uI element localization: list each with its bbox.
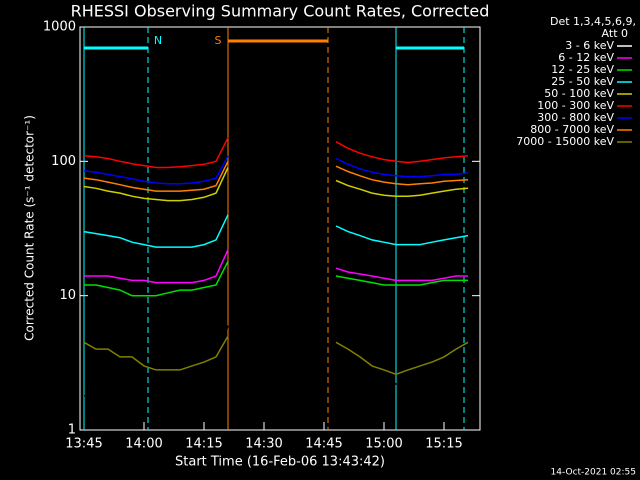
series-line xyxy=(84,325,468,397)
interval-label: S xyxy=(215,34,222,47)
x-tick-label: 14:30 xyxy=(245,437,282,452)
series-line xyxy=(83,155,469,185)
series-line xyxy=(83,214,469,248)
x-tick-label: 14:45 xyxy=(305,437,342,452)
legend-label: 100 - 300 keV xyxy=(537,99,614,112)
plot-frame xyxy=(79,26,481,431)
x-tick-label: 15:00 xyxy=(365,437,402,452)
x-tick-label: 15:15 xyxy=(425,437,462,452)
legend-label: 6 - 12 keV xyxy=(558,51,614,64)
series-line xyxy=(83,160,469,192)
legend-label: 12 - 25 keV xyxy=(551,63,614,76)
y-tick-label: 1000 xyxy=(43,20,76,35)
series-line xyxy=(84,261,468,297)
series-line xyxy=(83,167,469,202)
x-tick-label: 14:15 xyxy=(185,437,222,452)
footer: 14-Oct-2021 02:55 xyxy=(551,468,636,478)
series-line xyxy=(83,137,469,169)
legend-label: 300 - 800 keV xyxy=(537,111,614,124)
x-tick-label: 14:00 xyxy=(125,437,162,452)
legend-title: Att 0 xyxy=(602,27,628,40)
legend-label: 800 - 7000 keV xyxy=(530,123,614,136)
y-tick-label: 1 xyxy=(68,423,76,438)
interval-label: N xyxy=(154,34,162,47)
legend-label: 3 - 6 keV xyxy=(565,39,614,52)
series-line xyxy=(83,335,469,376)
y-axis-label: Corrected Count Rate (s⁻¹ detector⁻¹) xyxy=(23,115,37,341)
x-tick-label: 13:45 xyxy=(65,437,102,452)
legend-title: Det 1,3,4,5,6,9, xyxy=(550,15,636,28)
legend-label: 7000 - 15000 keV xyxy=(516,135,614,148)
x-axis-label: Start Time (16-Feb-06 13:43:42) xyxy=(175,455,385,470)
series-line xyxy=(84,249,468,284)
legend-label: 50 - 100 keV xyxy=(544,87,614,100)
y-tick-label: 100 xyxy=(51,154,76,169)
legend-label: 25 - 50 keV xyxy=(551,75,614,88)
chart-title: RHESSI Observing Summary Count Rates, Co… xyxy=(71,2,490,21)
y-tick-label: 10 xyxy=(59,288,76,303)
